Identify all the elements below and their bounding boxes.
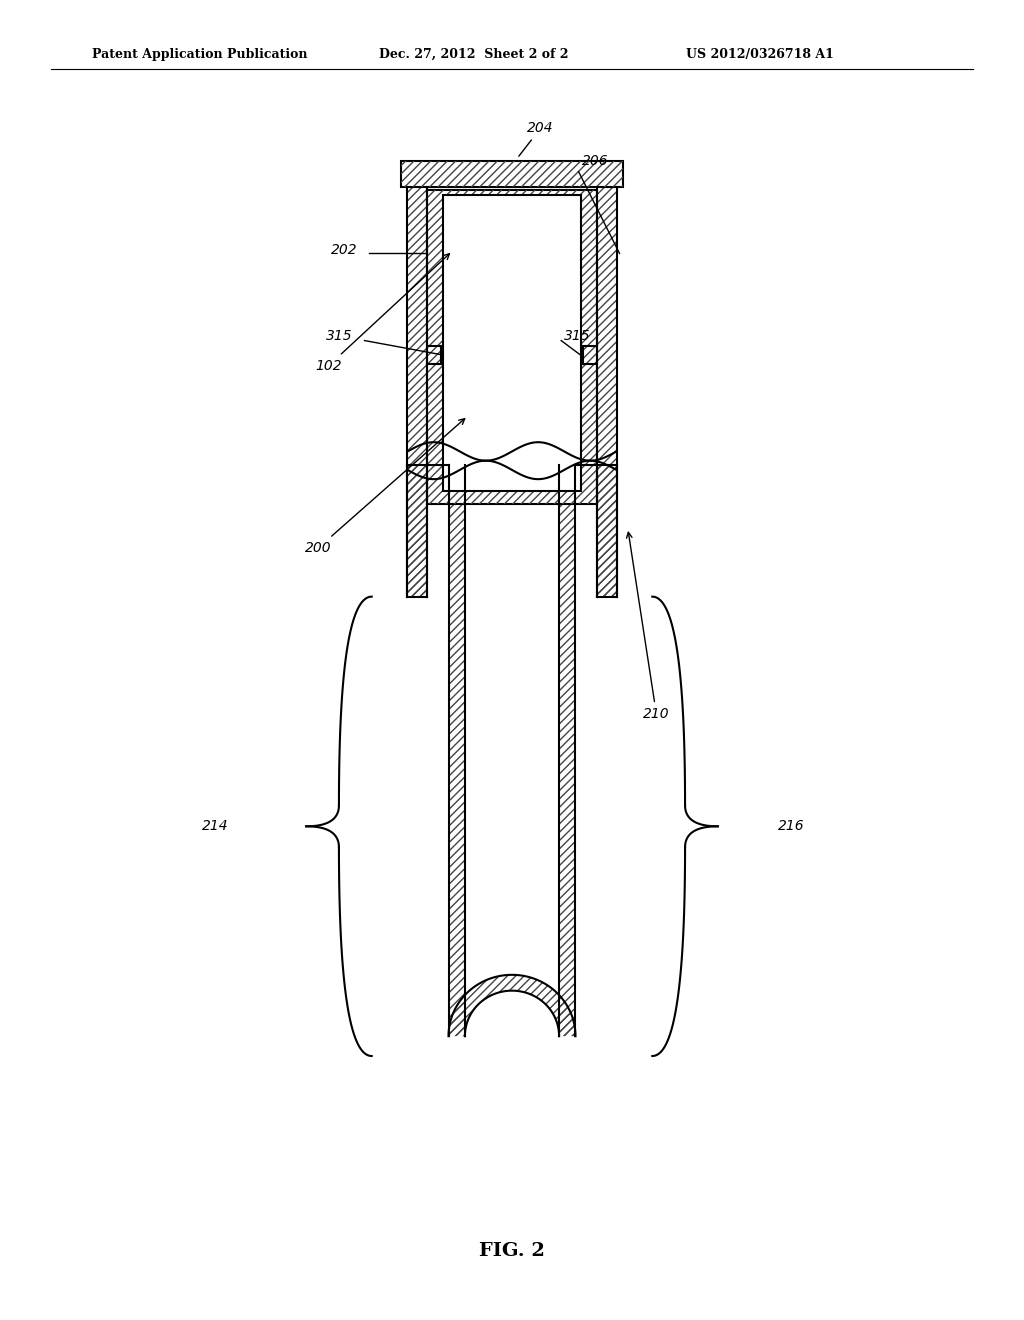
Text: 210: 210 bbox=[627, 532, 670, 721]
Text: 204: 204 bbox=[519, 121, 554, 156]
Text: 315: 315 bbox=[326, 329, 352, 343]
Bar bbox=[427, 190, 597, 504]
Text: 200: 200 bbox=[305, 418, 465, 554]
Text: 214: 214 bbox=[202, 820, 228, 833]
Text: 102: 102 bbox=[315, 253, 450, 372]
Text: FIG. 2: FIG. 2 bbox=[479, 1242, 545, 1261]
Text: Dec. 27, 2012  Sheet 2 of 2: Dec. 27, 2012 Sheet 2 of 2 bbox=[379, 48, 568, 61]
Text: 202: 202 bbox=[331, 243, 357, 257]
Bar bbox=[443, 195, 581, 491]
Text: 315: 315 bbox=[564, 329, 591, 343]
Text: US 2012/0326718 A1: US 2012/0326718 A1 bbox=[686, 48, 834, 61]
Text: 216: 216 bbox=[778, 820, 805, 833]
Bar bbox=[401, 161, 623, 187]
Text: Patent Application Publication: Patent Application Publication bbox=[92, 48, 307, 61]
Text: 206: 206 bbox=[582, 153, 608, 168]
